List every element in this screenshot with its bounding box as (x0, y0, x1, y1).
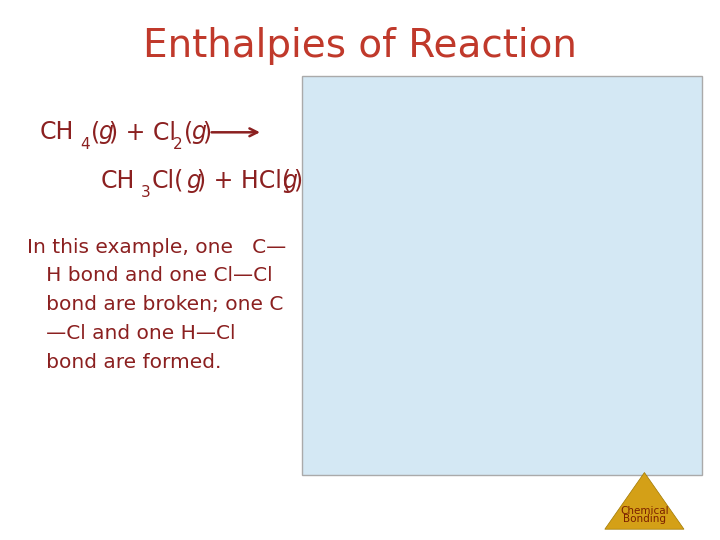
Text: 2: 2 (173, 137, 182, 152)
Text: ) + Cl: ) + Cl (109, 120, 176, 144)
Text: 3: 3 (141, 185, 151, 200)
Text: Chemical: Chemical (620, 506, 669, 516)
Text: 4: 4 (80, 137, 89, 152)
Text: CH: CH (101, 169, 135, 193)
Polygon shape (605, 472, 684, 529)
Text: ): ) (202, 120, 212, 144)
Text: g: g (282, 169, 297, 193)
Text: ): ) (293, 169, 302, 193)
Text: g: g (99, 120, 114, 144)
Text: Bonding: Bonding (623, 515, 666, 524)
Text: ) + HCl(: ) + HCl( (197, 169, 291, 193)
FancyBboxPatch shape (302, 76, 702, 475)
Text: Enthalpies of Reaction: Enthalpies of Reaction (143, 27, 577, 65)
Text: (: ( (91, 120, 100, 144)
Text: CH: CH (40, 120, 74, 144)
Text: (: ( (184, 120, 193, 144)
Text: In this example, one   C—
   H bond and one Cl—Cl
   bond are broken; one C
   —: In this example, one C— H bond and one C… (27, 238, 287, 372)
Text: g: g (192, 120, 207, 144)
Text: g: g (186, 169, 201, 193)
Text: Cl(: Cl( (152, 169, 184, 193)
